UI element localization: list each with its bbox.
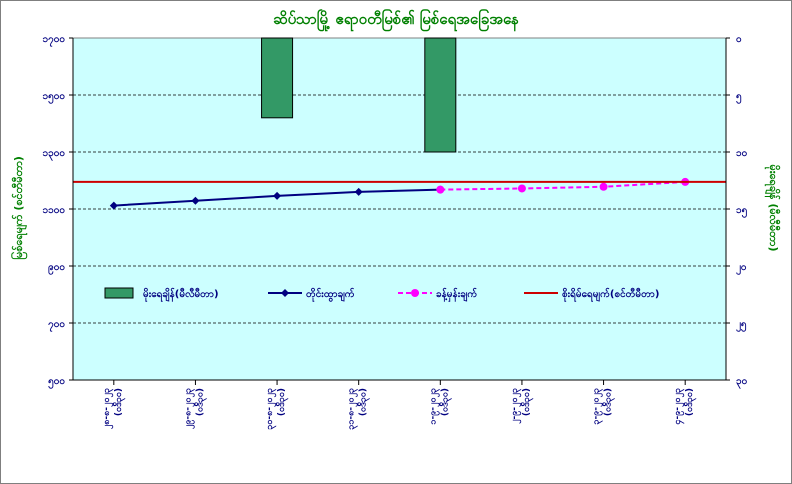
legend-label: မိုးရေချိန်(မီလီမီတာ) <box>143 287 219 303</box>
forecast-point <box>599 182 608 191</box>
chart-title: ဆိပ်သာမြို့ ဧရာဝတီမြစ်၏ မြစ်ရေအခြေအနေ <box>273 8 519 32</box>
y-left-tick-label: ၉၀၀ <box>48 262 65 276</box>
legend-label: ခန့်မှန်းချက် <box>436 287 477 303</box>
y-right-tick-label: ၂၅ <box>736 319 747 333</box>
legend-label: တိုင်းထွာချက် <box>306 287 355 303</box>
rainfall-bar <box>424 37 457 153</box>
y-right-tick-label: ၁၀ <box>736 148 747 159</box>
y-axis-right-label: မိုးရေချိန် (မီလီမီတာ) <box>764 165 781 252</box>
legend-label: စိုးရိမ်ရေမျက်(စင်တီမီတာ) <box>562 287 659 303</box>
rainfall-bar <box>261 37 294 119</box>
series-lines <box>73 177 726 210</box>
x-tick-label: ၃၀-၈-၂၀၂၃ (ဝဒ်ိ၃၀) <box>265 388 289 430</box>
y-left-tick-label: ၇၀၀ <box>47 319 65 333</box>
observed-point <box>273 191 282 200</box>
x-tick-label: ၂၉-၈-၂၀၂၃ (ဝဒ်ိ၃၀) <box>183 388 207 429</box>
observed-point <box>191 196 200 205</box>
y-right-tick-label: ၁၅ <box>736 205 747 219</box>
y-right-tick-label: ၃၀ <box>736 376 747 390</box>
x-tick-label: ၃-၉-၂၀၂၃ (ဝဒ်ိ၃၀) <box>592 388 616 425</box>
legend: မိုးရေချိန်(မီလီမီတာ) တိုင်းထွာချက် ခန့်မှ… <box>104 287 659 303</box>
forecast-point <box>436 185 445 194</box>
y-left-tick-label: ၁၁၀၀ <box>43 205 66 216</box>
x-tick-label: ၂၈-၈-၂၀၂၃ (ဝဒ်ိ၃၀) <box>102 388 126 429</box>
y-right-tick-label: ၅ <box>736 91 742 105</box>
y-left-tick-label: ၁၅၀၀ <box>43 91 66 105</box>
y-left-tick-label: ၅၀၀ <box>48 376 65 390</box>
rainfall-bars <box>261 37 457 153</box>
legend-swatch-rainfall <box>104 287 134 299</box>
x-tick-label: ၂-၉-၂၀၂၃ (ဝဒ်ိ၃၀) <box>510 388 534 424</box>
y-axis-left-label: မြစ်ရေမျက် (စင်တီမီတာ) <box>10 156 28 260</box>
y-left-tick-label: ၁၃၀၀ <box>43 148 66 162</box>
legend-marker <box>281 289 289 297</box>
observed-point <box>354 187 363 196</box>
gridlines <box>73 94 726 324</box>
y-right-tick-label: ၀ <box>736 34 742 45</box>
observed-point <box>109 201 118 210</box>
legend-marker <box>411 289 419 297</box>
x-tick-label: ၁-၉-၂၀၂၃ (ဝဒ်ိ၃၀) <box>428 388 452 425</box>
x-tick-label: ၃၁-၈-၂၀၂၃ (ဝဒ်ိ၃၀) <box>347 388 371 430</box>
forecast-line <box>440 180 686 191</box>
x-tick-label: ၄-၉-၂၀၂၃ (ဝဒ်ိ၃၀) <box>673 388 697 425</box>
forecast-point <box>517 184 526 193</box>
y-right-tick-label: ၂၀ <box>736 262 747 276</box>
y-left-tick-label: ၁၇၀၀ <box>43 34 66 48</box>
